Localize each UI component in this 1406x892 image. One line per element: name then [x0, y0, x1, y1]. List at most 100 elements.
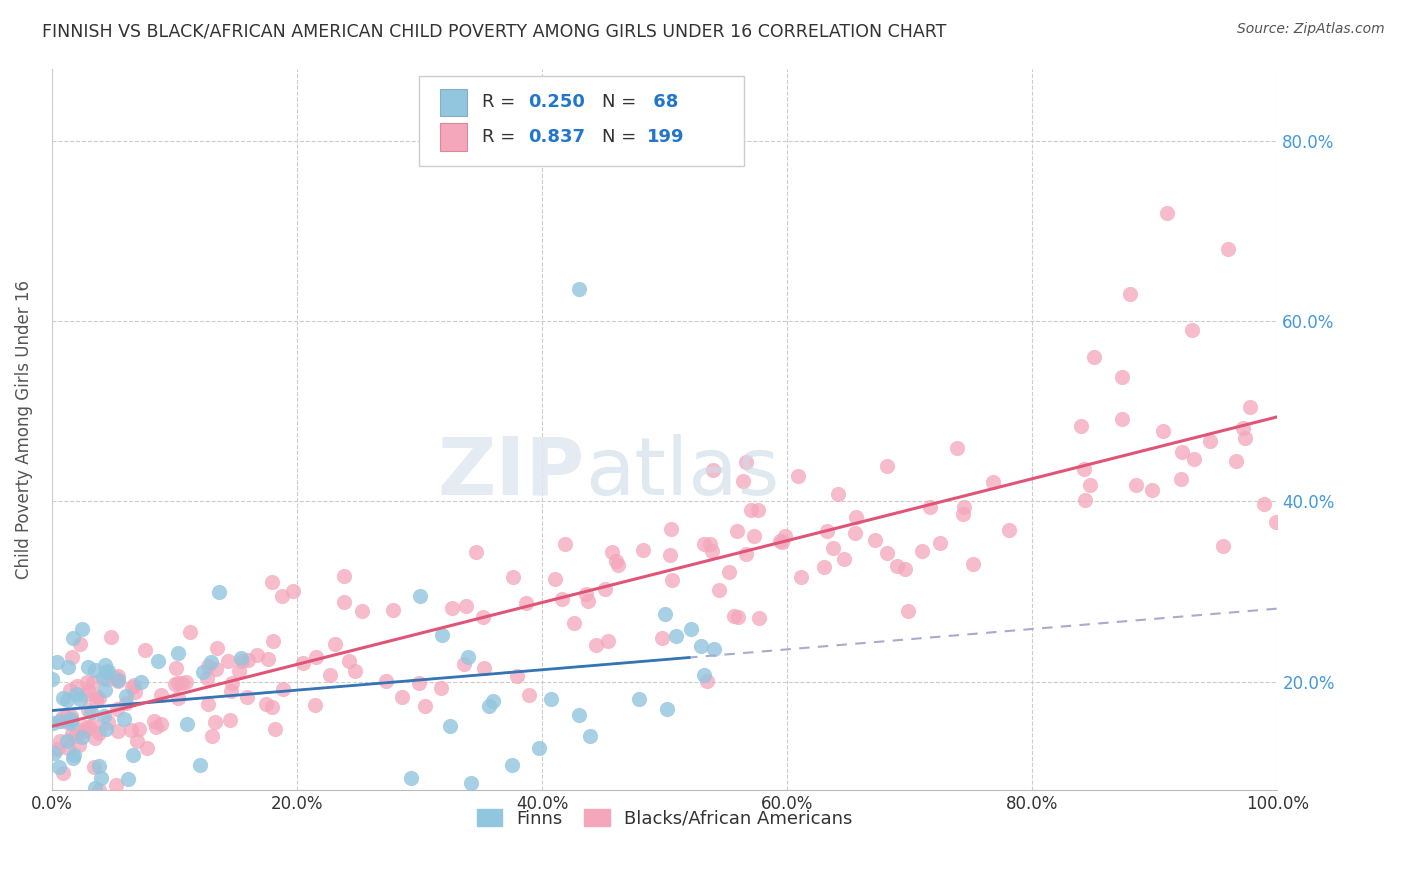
Point — [1232, 421, 1254, 435]
Point — [197, 697, 219, 711]
Point — [107, 673, 129, 688]
Point — [1140, 483, 1163, 497]
Point — [731, 475, 754, 489]
Point — [52, 690, 75, 705]
Point — [122, 678, 145, 692]
Point — [894, 562, 917, 576]
Point — [73, 720, 96, 734]
Bar — [440, 88, 467, 116]
Point — [600, 545, 623, 559]
Point — [193, 665, 215, 679]
Point — [568, 708, 591, 723]
Point — [827, 487, 849, 501]
Point — [690, 639, 713, 653]
Point — [236, 690, 259, 704]
Point — [665, 629, 688, 643]
Point — [707, 583, 730, 598]
Point — [62, 632, 84, 646]
Point — [89, 759, 111, 773]
Point — [1078, 478, 1101, 492]
Point — [481, 694, 503, 708]
Point — [120, 723, 142, 737]
Point — [83, 760, 105, 774]
Point — [231, 654, 253, 668]
Point — [105, 701, 128, 715]
Point — [197, 658, 219, 673]
Point — [1199, 434, 1222, 448]
Point — [84, 731, 107, 745]
Point — [575, 587, 598, 601]
Point — [1233, 431, 1256, 445]
Text: R =: R = — [482, 94, 522, 112]
Point — [48, 760, 70, 774]
Point — [264, 723, 287, 737]
Point — [87, 690, 110, 705]
Point — [813, 560, 835, 574]
Point — [93, 709, 115, 723]
Point — [962, 557, 984, 571]
Point — [1125, 478, 1147, 492]
Point — [717, 566, 740, 580]
Point — [70, 730, 93, 744]
Point — [134, 643, 156, 657]
Point — [201, 729, 224, 743]
Text: 0.250: 0.250 — [529, 94, 585, 112]
Point — [1073, 461, 1095, 475]
Point — [413, 698, 436, 713]
Point — [651, 632, 673, 646]
Point — [70, 622, 93, 636]
Point — [217, 654, 239, 668]
Point — [49, 714, 72, 729]
Point — [789, 569, 811, 583]
Point — [69, 691, 91, 706]
Point — [56, 693, 79, 707]
Point — [131, 675, 153, 690]
Point — [585, 638, 607, 652]
Point — [1156, 206, 1178, 220]
Point — [229, 651, 252, 665]
Point — [659, 548, 682, 562]
Point — [114, 690, 136, 704]
Point — [163, 677, 186, 691]
Point — [228, 664, 250, 678]
Point — [681, 623, 703, 637]
Point — [1182, 452, 1205, 467]
Point — [747, 503, 769, 517]
Point — [73, 723, 96, 738]
Point — [52, 766, 75, 780]
Point — [97, 664, 120, 678]
Point — [174, 674, 197, 689]
Point — [381, 603, 404, 617]
Point — [60, 713, 83, 727]
Point — [82, 718, 104, 732]
Point — [117, 772, 139, 787]
Point — [82, 674, 104, 689]
Point — [544, 572, 567, 586]
Point — [188, 758, 211, 772]
Point — [770, 535, 793, 549]
Point — [122, 748, 145, 763]
Point — [1265, 515, 1288, 529]
Point — [1070, 419, 1092, 434]
Point — [769, 534, 792, 549]
Point — [876, 459, 898, 474]
Point — [149, 717, 172, 731]
Point — [77, 682, 100, 697]
Point — [262, 575, 284, 590]
Point — [207, 640, 229, 655]
Point — [84, 693, 107, 707]
Point — [337, 653, 360, 667]
Point — [76, 675, 98, 690]
Point — [998, 523, 1021, 537]
Point — [551, 592, 574, 607]
Point — [65, 729, 87, 743]
Point — [60, 727, 83, 741]
Point — [502, 570, 524, 584]
Point — [693, 536, 716, 550]
Point — [84, 781, 107, 796]
Point — [886, 559, 908, 574]
Point — [981, 475, 1004, 489]
Point — [953, 500, 976, 514]
Point — [505, 668, 527, 682]
Legend: Finns, Blacks/African Americans: Finns, Blacks/African Americans — [470, 802, 859, 835]
